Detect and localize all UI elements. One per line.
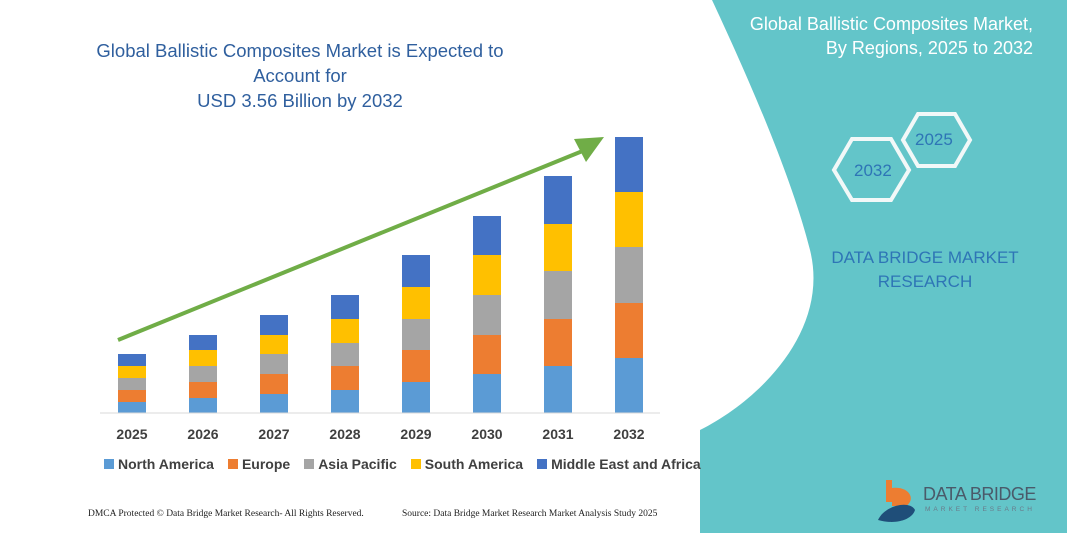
legend-label: South America bbox=[424, 456, 524, 472]
logo-icon bbox=[878, 480, 915, 522]
bar-2032-south-america bbox=[615, 192, 643, 247]
chart-title-line1: Global Ballistic Composites Market is Ex… bbox=[96, 40, 504, 86]
panel-brand-line2: RESEARCH bbox=[877, 272, 973, 291]
panel-title-line2: By Regions, 2025 to 2032 bbox=[825, 38, 1033, 58]
legend-item: South America bbox=[410, 456, 524, 472]
bar-2030-europe bbox=[473, 335, 501, 374]
legend-swatch bbox=[410, 459, 421, 469]
bar-2026-asia-pacific bbox=[189, 366, 217, 382]
bar-2028-europe bbox=[331, 366, 359, 390]
panel-brand: DATA BRIDGE MARKET RESEARCH bbox=[820, 246, 1030, 294]
legend-label: Middle East and Africa bbox=[551, 456, 701, 472]
bar-2029-asia-pacific bbox=[402, 319, 430, 350]
bar-2029-south-america bbox=[402, 287, 430, 319]
x-tick-label: 2026 bbox=[187, 426, 219, 442]
bar-2027-europe bbox=[260, 374, 288, 394]
trend-arrow bbox=[117, 137, 604, 342]
legend-swatch bbox=[104, 459, 114, 469]
bar-2030-south-america bbox=[473, 255, 501, 295]
legend-item: Middle East and Africa bbox=[537, 456, 701, 472]
legend-label: North America bbox=[118, 456, 214, 472]
legend-swatch bbox=[304, 459, 315, 469]
hex-label-2025: 2025 bbox=[915, 130, 953, 149]
hexagon-2032 bbox=[831, 137, 912, 202]
legend-item: North America bbox=[104, 456, 214, 472]
legend-label: Asia Pacific bbox=[318, 456, 397, 472]
bar-2026-middle-east-and-africa bbox=[189, 335, 217, 350]
bar-2028-south-america bbox=[331, 319, 359, 343]
hexagon-2025 bbox=[900, 112, 973, 168]
footer-copyright: DMCA Protected © Data Bridge Market Rese… bbox=[88, 509, 364, 519]
bar-2025-south-america bbox=[118, 366, 146, 378]
legend-swatch bbox=[227, 459, 238, 469]
x-tick-label: 2027 bbox=[258, 426, 290, 442]
legend-item: Europe bbox=[227, 456, 291, 472]
x-tick-label: 2028 bbox=[329, 426, 361, 442]
bar-2027-asia-pacific bbox=[260, 354, 288, 374]
panel-brand-line1: DATA BRIDGE MARKET bbox=[831, 248, 1019, 267]
legend-label: Europe bbox=[241, 456, 291, 472]
bar-2028-north-america bbox=[331, 390, 359, 413]
panel-title: Global Ballistic Composites Market, By R… bbox=[750, 12, 1033, 60]
bar-2028-asia-pacific bbox=[331, 343, 359, 366]
teal-panel bbox=[700, 0, 1067, 533]
bar-2032-asia-pacific bbox=[615, 247, 643, 303]
bar-2031-middle-east-and-africa bbox=[544, 176, 572, 224]
bar-2030-middle-east-and-africa bbox=[473, 216, 501, 255]
chart-plot bbox=[118, 137, 643, 413]
bar-2025-north-america bbox=[118, 402, 146, 413]
bar-2027-south-america bbox=[260, 335, 288, 354]
legend-item: Asia Pacific bbox=[304, 456, 397, 472]
panel-title-line1: Global Ballistic Composites Market, bbox=[749, 14, 1033, 34]
bar-2029-middle-east-and-africa bbox=[402, 255, 430, 287]
legend: North America Europe Asia Pacific South Ame… bbox=[104, 456, 701, 472]
bar-2031-europe bbox=[544, 319, 572, 366]
bar-2025-asia-pacific bbox=[118, 378, 146, 390]
bar-2030-asia-pacific bbox=[473, 295, 501, 335]
x-tick-label: 2032 bbox=[613, 426, 645, 442]
bar-2031-north-america bbox=[544, 366, 572, 413]
legend-swatch bbox=[537, 459, 548, 469]
chart-title-line2: USD 3.56 Billion by 2032 bbox=[197, 90, 403, 111]
x-tick-label: 2025 bbox=[116, 426, 148, 442]
bar-2032-europe bbox=[615, 303, 643, 358]
bar-2032-north-america bbox=[615, 358, 643, 413]
bar-2026-south-america bbox=[189, 350, 217, 366]
x-tick-label: 2029 bbox=[400, 426, 432, 442]
bar-2026-europe bbox=[189, 382, 217, 398]
bar-2029-north-america bbox=[402, 382, 430, 413]
bar-2025-middle-east-and-africa bbox=[118, 354, 146, 366]
chart-title: Global Ballistic Composites Market is Ex… bbox=[95, 38, 505, 113]
bar-2030-north-america bbox=[473, 374, 501, 413]
bar-2028-middle-east-and-africa bbox=[331, 295, 359, 319]
bar-2031-asia-pacific bbox=[544, 271, 572, 319]
hex-label-2032: 2032 bbox=[854, 161, 892, 180]
footer-source: Source: Data Bridge Market Research Mark… bbox=[402, 509, 658, 519]
bar-2029-europe bbox=[402, 350, 430, 382]
bar-2031-south-america bbox=[544, 224, 572, 271]
bar-2027-middle-east-and-africa bbox=[260, 315, 288, 335]
bar-2026-north-america bbox=[189, 398, 217, 413]
bar-2032-middle-east-and-africa bbox=[615, 137, 643, 192]
x-tick-label: 2030 bbox=[471, 426, 503, 442]
bar-2027-north-america bbox=[260, 394, 288, 413]
logo-name: DATA BRIDGE bbox=[923, 484, 1036, 504]
logo-subtitle: MARKET RESEARCH bbox=[925, 506, 1035, 513]
x-tick-label: 2031 bbox=[542, 426, 574, 442]
bar-2025-europe bbox=[118, 390, 146, 402]
